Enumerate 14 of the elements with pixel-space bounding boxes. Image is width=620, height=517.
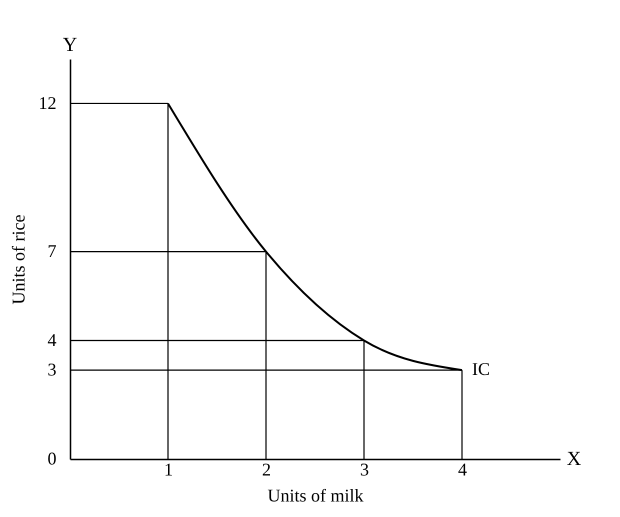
series-label: IC [472,359,490,380]
y-tick-label: 7 [48,241,56,262]
text: X [566,448,582,470]
x-tick-label: 1 [164,460,173,480]
text: Y [62,34,78,56]
y-tick-label: 3 [48,360,56,380]
x-tick-label: 3 [360,460,369,480]
x-axis-title: Units of milk [267,486,364,506]
y-axis-title: Units of rice [8,214,28,304]
y-tick-label: 4 [48,330,56,350]
y-tick-label: 12 [38,92,56,113]
x-tick-label: 2 [262,460,271,480]
x-tick-label: 4 [458,460,467,480]
y-tick-label: 0 [48,448,56,468]
